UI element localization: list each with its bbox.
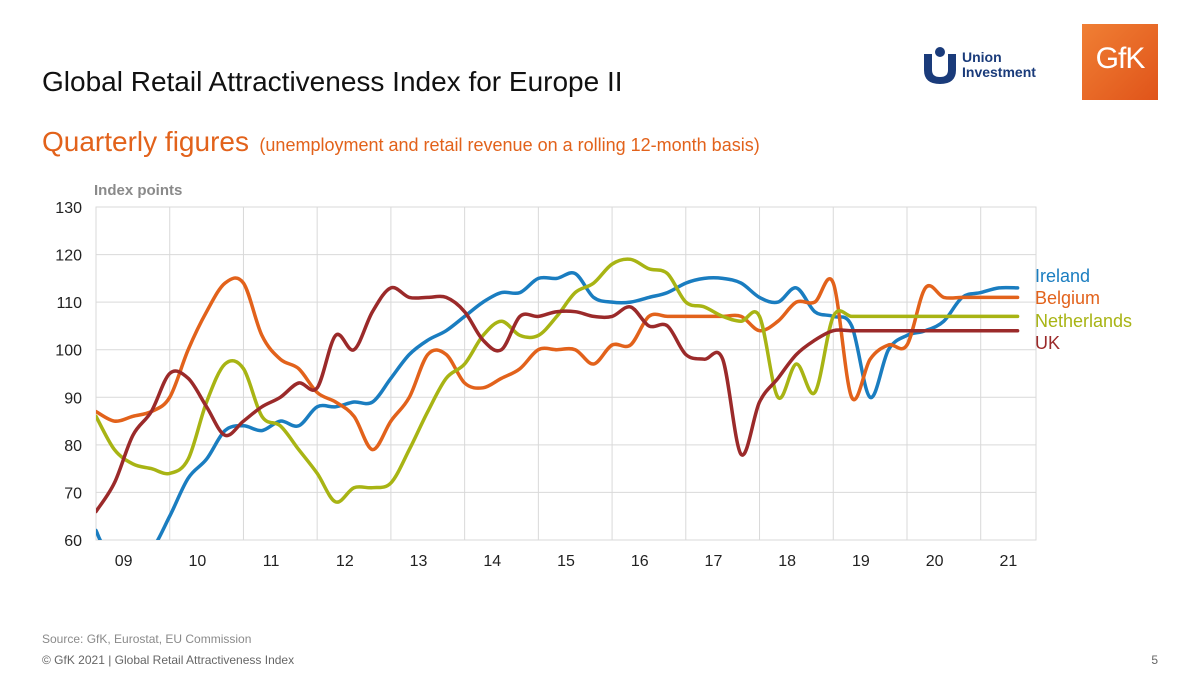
- union-investment-line1: Union: [962, 49, 1002, 65]
- source-note: Source: GfK, Eurostat, EU Commission: [42, 632, 252, 646]
- x-tick-label: 18: [778, 553, 796, 570]
- x-tick-label: 12: [336, 553, 354, 570]
- x-tick-label: 14: [483, 553, 501, 570]
- union-investment-wordmark: Union Investment: [962, 50, 1036, 80]
- x-tick-label: 17: [705, 553, 723, 570]
- union-investment-dot-icon: [935, 47, 945, 57]
- series-line-uk: [96, 285, 1020, 514]
- legend-label-belgium: Belgium: [1035, 288, 1100, 308]
- union-investment-logo: [924, 47, 956, 84]
- union-investment-mark-icon: [924, 54, 956, 84]
- page-subtitle: Quarterly figures (unemployment and reta…: [42, 126, 760, 158]
- y-tick-label: 80: [64, 438, 82, 455]
- gfk-logo: GfK: [1082, 24, 1158, 100]
- x-tick-label: 11: [263, 553, 280, 570]
- series-line-ireland: [96, 271, 1020, 540]
- x-tick-label: 09: [115, 553, 133, 570]
- page-title: Global Retail Attractiveness Index for E…: [42, 66, 623, 97]
- y-tick-label: 100: [55, 343, 82, 360]
- y-tick-label: 110: [56, 295, 82, 312]
- plot-frame: [95, 206, 1037, 541]
- page-number: 5: [1151, 653, 1158, 667]
- subtitle-note: (unemployment and retail revenue on a ro…: [259, 135, 760, 155]
- x-tick-label: 20: [926, 553, 944, 570]
- y-axis-label: Index points: [94, 182, 182, 199]
- y-tick-label: 130: [55, 200, 82, 217]
- y-tick-label: 60: [64, 533, 82, 550]
- x-tick-label: 15: [557, 553, 575, 570]
- line-chart: 60 70 80 90 100 110 120 130 09 10 11 12 13 14 15 16 17 18…: [55, 182, 1132, 570]
- series-line-belgium: [96, 276, 1020, 452]
- x-tick-label: 21: [999, 553, 1017, 570]
- x-tick-label: 10: [188, 553, 206, 570]
- subtitle-main: Quarterly figures: [42, 126, 249, 157]
- union-investment-line2: Investment: [962, 64, 1036, 80]
- x-tick-label: 19: [852, 553, 870, 570]
- y-tick-label: 90: [64, 390, 82, 407]
- y-tick-label: 70: [64, 485, 82, 502]
- legend-label-netherlands: Netherlands: [1035, 311, 1132, 331]
- x-tick-label: 13: [410, 553, 428, 570]
- series-line-netherlands: [96, 257, 1020, 504]
- y-tick-label: 120: [55, 248, 82, 265]
- copyright-note: © GfK 2021 | Global Retail Attractivenes…: [42, 653, 295, 667]
- gfk-logo-text: GfK: [1095, 42, 1146, 75]
- x-tick-label: 16: [631, 553, 649, 570]
- legend-label-uk: UK: [1035, 333, 1060, 353]
- legend-label-ireland: Ireland: [1035, 266, 1090, 286]
